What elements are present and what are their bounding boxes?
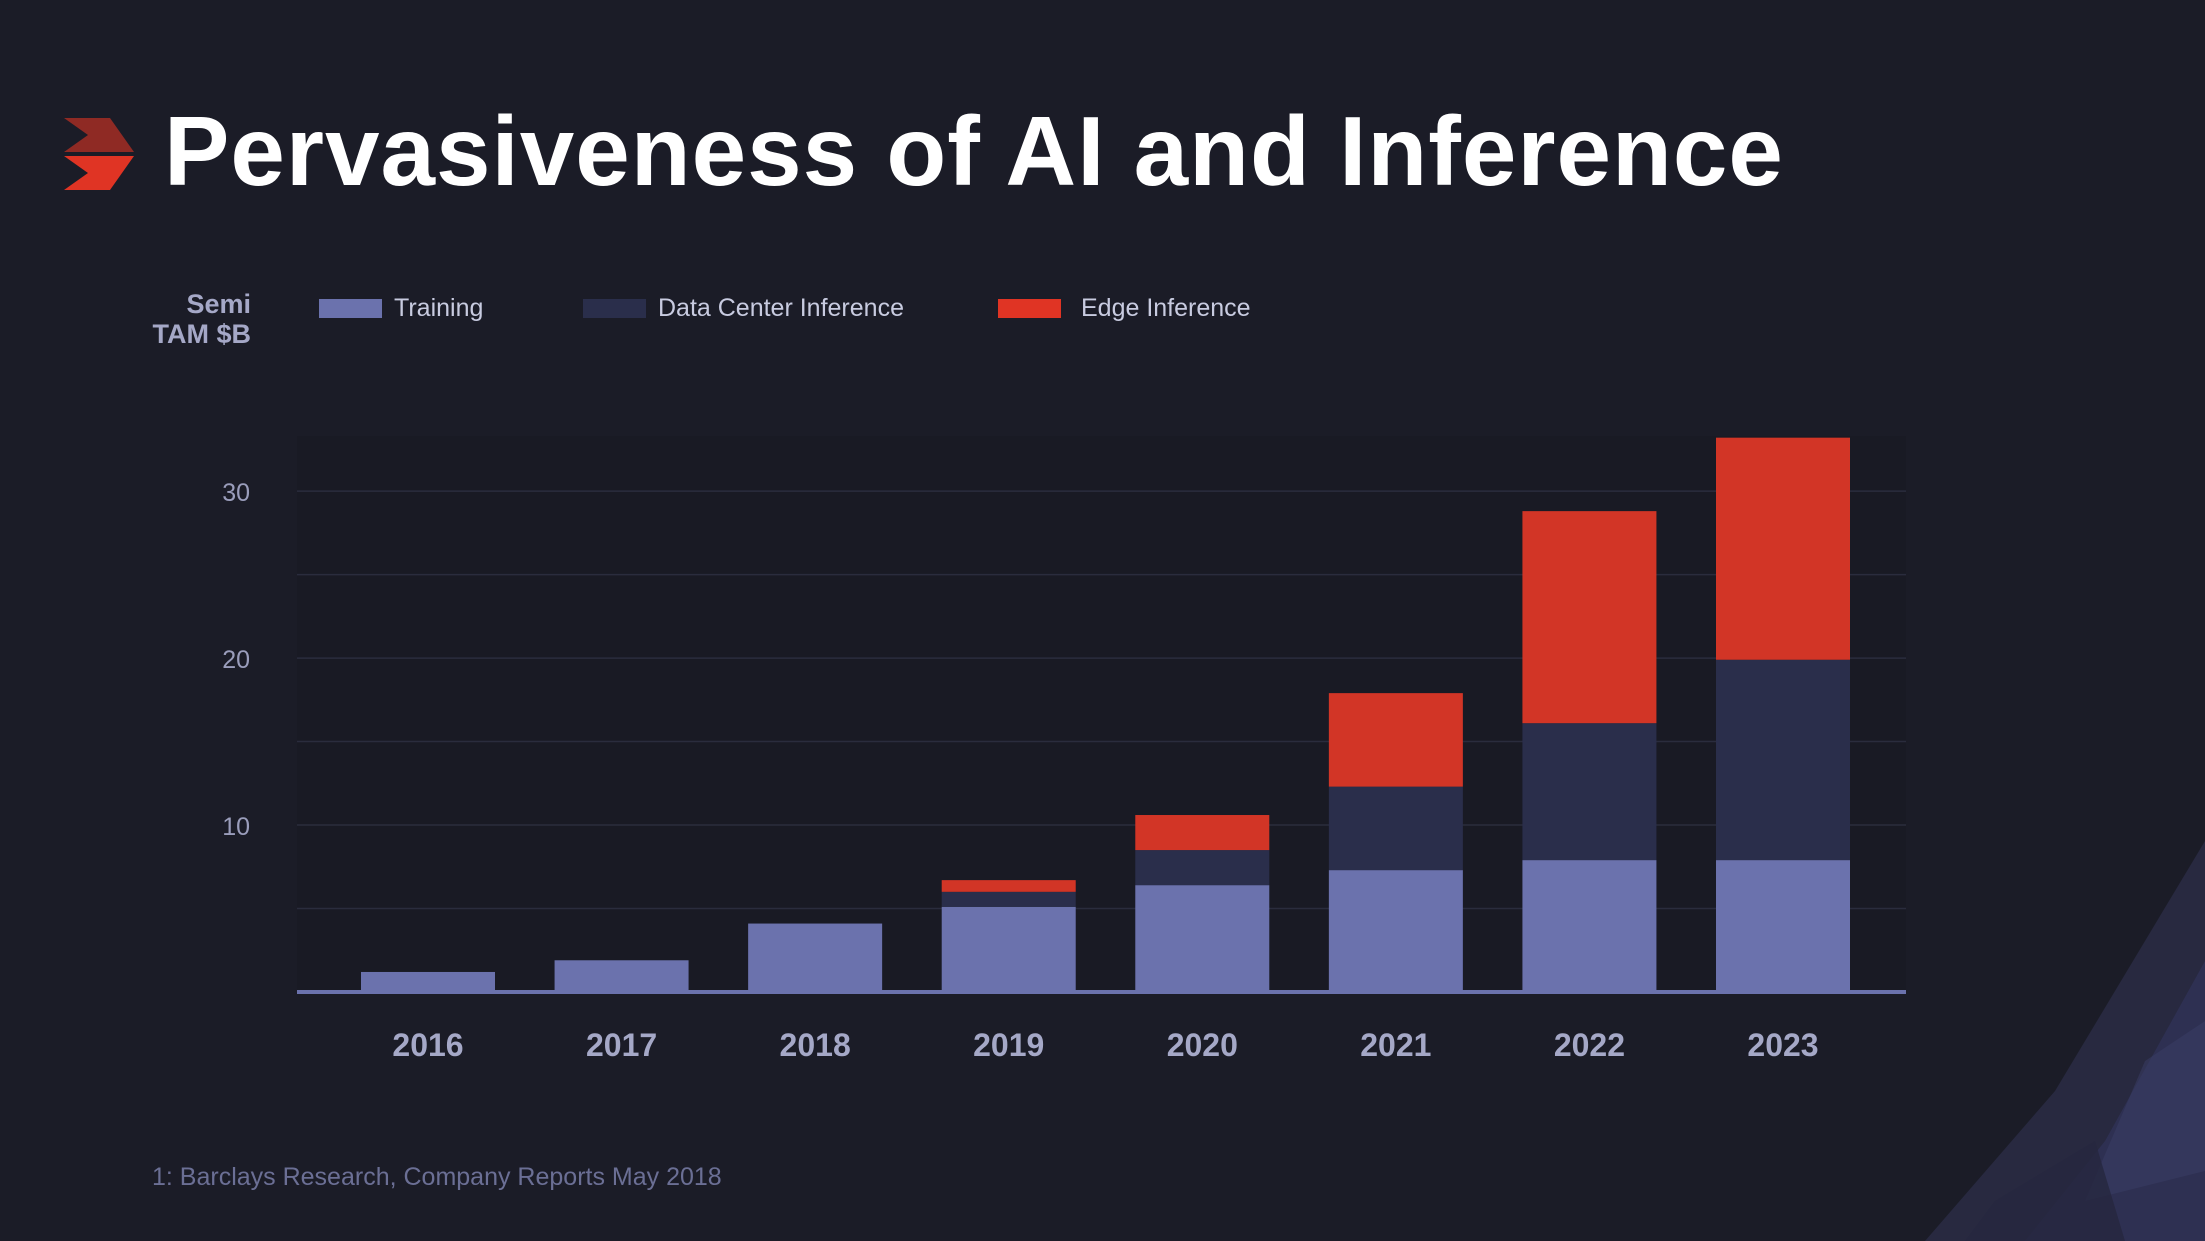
page-title: Pervasiveness of AI and Inference — [164, 96, 1784, 206]
y-tick-label: 10 — [222, 813, 250, 841]
bar-edge-inference-2020 — [1135, 815, 1270, 851]
bar-training-2019 — [941, 906, 1076, 992]
x-tick-label: 2018 — [780, 1027, 851, 1063]
bar-training-2021 — [1328, 870, 1463, 992]
bar-training-2018 — [748, 923, 883, 992]
bar-data-center-inference-2022 — [1522, 723, 1657, 861]
legend-label-data-center-inference: Data Center Inference — [658, 293, 904, 322]
x-tick-label: 2016 — [392, 1027, 463, 1063]
legend-swatch-edge-inference — [998, 298, 1061, 318]
legend-item-data-center-inference: Data Center Inference — [583, 290, 904, 326]
bar-edge-inference-2019 — [941, 880, 1076, 892]
bar-data-center-inference-2020 — [1135, 850, 1270, 886]
legend-item-edge-inference: Edge Inference — [998, 290, 1251, 326]
bar-training-2022 — [1522, 860, 1657, 992]
red-chevron-logo-icon — [64, 118, 134, 190]
legend-swatch-data-center-inference — [583, 298, 646, 318]
bar-edge-inference-2023 — [1716, 437, 1850, 660]
bar-data-center-inference-2023 — [1716, 659, 1850, 861]
x-tick-label: 2019 — [973, 1027, 1044, 1063]
x-tick-label: 2023 — [1747, 1027, 1818, 1063]
bar-data-center-inference-2019 — [941, 891, 1076, 907]
bar-edge-inference-2021 — [1328, 693, 1463, 787]
x-tick-label: 2020 — [1167, 1027, 1238, 1063]
legend-swatch-training — [319, 298, 382, 318]
source-footnote: 1: Barclays Research, Company Reports Ma… — [152, 1163, 722, 1191]
bar-training-2020 — [1135, 885, 1270, 992]
y-tick-label: 20 — [222, 646, 250, 674]
bar-edge-inference-2022 — [1522, 511, 1657, 724]
legend-label-training: Training — [394, 293, 484, 322]
bar-training-2016 — [361, 971, 495, 992]
bar-training-2017 — [554, 960, 689, 992]
x-tick-label: 2022 — [1554, 1027, 1625, 1063]
y-axis-label: Semi TAM $B — [110, 289, 252, 349]
legend-label-edge-inference: Edge Inference — [1081, 293, 1251, 322]
y-axis-label-line2: TAM $B — [152, 319, 252, 349]
x-tick-label: 2021 — [1360, 1027, 1431, 1063]
y-axis-label-line1: Semi — [186, 289, 251, 319]
y-tick-label: 30 — [222, 479, 250, 507]
bar-data-center-inference-2021 — [1328, 786, 1463, 871]
decorative-polygon-background — [1925, 841, 2205, 1241]
bar-training-2023 — [1716, 860, 1850, 992]
x-tick-label: 2017 — [586, 1027, 657, 1063]
legend-item-training: Training — [319, 290, 483, 326]
